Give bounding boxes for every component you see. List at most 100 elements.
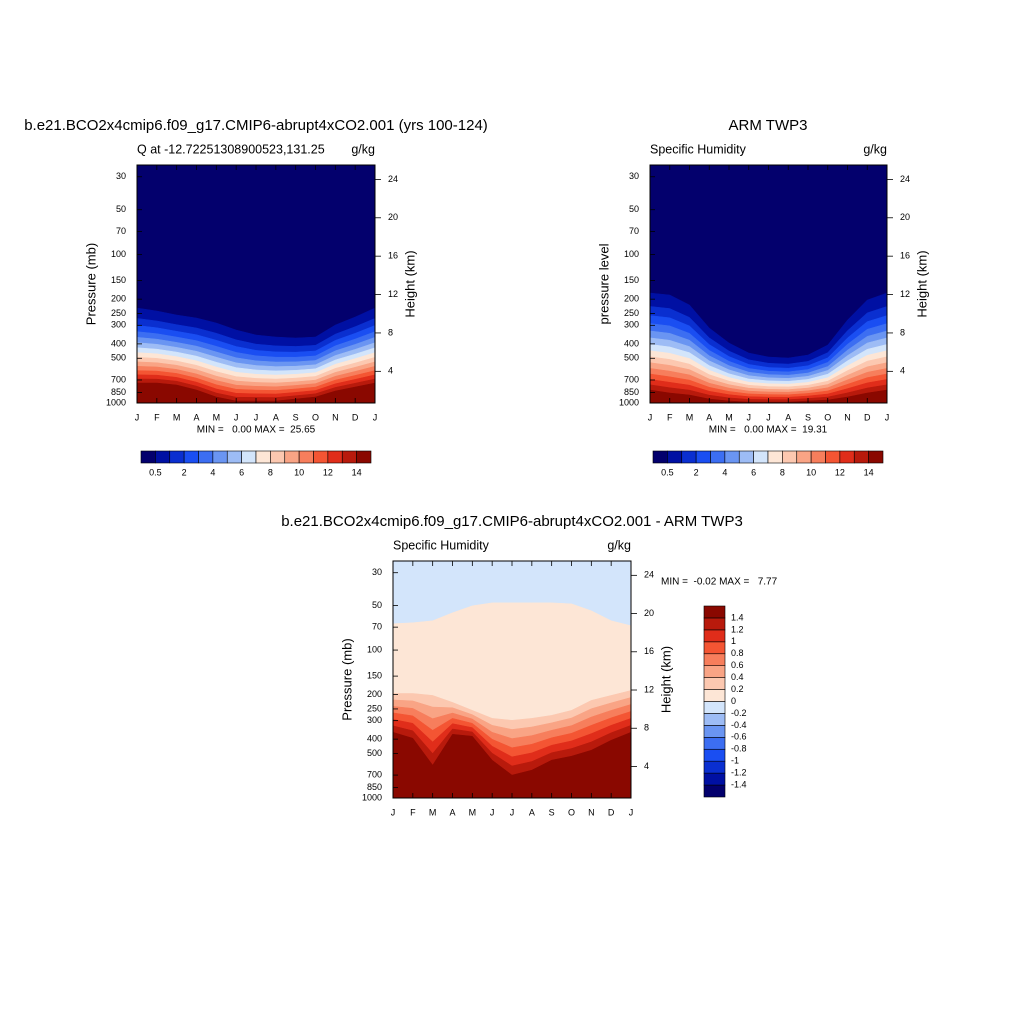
x-tick-label: J [648,412,653,422]
y2-axis-label: Height (km) [402,250,417,317]
colorbar-label: 8 [780,467,785,477]
x-tick-label: M [725,412,733,422]
colorbar-label: -1.2 [731,768,747,778]
y-tick-label: 400 [367,734,382,744]
colorbar-label: 0.5 [149,467,162,477]
x-tick-label: M [213,412,221,422]
x-tick-label: D [352,412,359,422]
colorbar-label: 0.8 [731,648,744,658]
y-tick-label: 200 [367,689,382,699]
y-tick-label: 100 [111,249,126,259]
colorbar-label: 1.4 [731,612,744,622]
y-tick-label: 1000 [619,397,639,407]
right-string: g/kg [863,142,887,156]
left-string: Specific Humidity [650,142,747,156]
colorbar-box [695,450,711,464]
x-tick-label: S [293,412,299,422]
colorbar-box [703,617,726,631]
colorbar-box [667,450,683,464]
stats: MIN = -0.02 MAX = 7.77 [661,577,778,588]
x-tick-label: J [490,807,495,817]
colorbar-box [212,450,228,464]
x-tick-label: O [312,412,319,422]
colorbar-box [839,450,855,464]
x-tick-label: A [785,412,791,422]
x-tick-label: F [667,412,673,422]
colorbar-label: 0.6 [731,660,744,670]
colorbar-label: 2 [694,467,699,477]
colorbar-box [198,450,214,464]
x-tick-label: D [864,412,871,422]
colorbar-box [155,450,171,464]
colorbar-box [140,450,156,464]
x-tick-label: O [568,807,575,817]
colorbar-label: -1.4 [731,779,747,789]
x-tick-label: J [747,412,752,422]
contour-band [393,732,631,798]
y-tick-label: 500 [624,353,639,363]
x-tick-label: M [429,807,437,817]
y-tick-label: 30 [116,171,126,181]
y2-tick-label: 16 [644,646,654,656]
y-tick-label: 50 [372,600,382,610]
x-tick-label: O [824,412,831,422]
colorbar-box [313,450,329,464]
colorbar-label: 0 [731,696,736,706]
y-axis-label: Pressure (mb) [83,243,98,325]
colorbar-box [356,450,372,464]
colorbar-box [703,689,726,702]
y-tick-label: 50 [116,204,126,214]
left-string: Q at -12.72251308900523,131.25 [137,142,325,156]
colorbar-label: 12 [835,467,845,477]
y2-tick-label: 8 [388,327,393,337]
y-tick-label: 200 [111,294,126,304]
y-tick-label: 70 [372,622,382,632]
colorbar-box [703,653,726,666]
y2-tick-label: 8 [900,327,905,337]
y-tick-label: 850 [111,387,126,397]
colorbar-label: 1 [731,636,736,646]
colorbar-box [298,450,314,464]
y2-tick-label: 24 [900,174,910,184]
colorbar-label: 12 [323,467,333,477]
y2-tick-label: 16 [388,251,398,261]
y2-axis-label: Height (km) [914,250,929,317]
y-tick-label: 70 [116,226,126,236]
colorbar-label: -1 [731,756,739,766]
y-tick-label: 700 [111,374,126,384]
colorbar-label: 10 [294,467,304,477]
colorbar-box [652,450,668,464]
x-tick-label: J [391,807,396,817]
y2-tick-label: 4 [644,761,649,771]
x-tick-label: A [273,412,279,422]
contour-field [393,561,631,798]
colorbar-label: 1.2 [731,624,744,634]
y-tick-label: 300 [624,320,639,330]
colorbar-box [255,450,271,464]
colorbar-box [853,450,869,464]
colorbar-box [796,450,812,464]
colorbar-box [241,450,257,464]
colorbar-box [327,450,343,464]
colorbar-box [703,760,726,774]
x-tick-label: A [529,807,535,817]
x-tick-label: N [588,807,595,817]
panel-title: b.e21.BCO2x4cmip6.f09_g17.CMIP6-abrupt4x… [281,513,743,530]
colorbar-label: 0.5 [661,467,674,477]
colorbar-box [738,450,754,464]
y2-tick-label: 20 [900,212,910,222]
y2-tick-label: 12 [388,289,398,299]
x-tick-label: J [629,807,634,817]
y2-tick-label: 4 [388,366,393,376]
y2-tick-label: 8 [644,723,649,733]
colorbar-box [270,450,286,464]
contour-field [137,165,375,403]
contour-field [650,165,887,403]
y-tick-label: 30 [629,171,639,181]
colorbar-box [284,450,300,464]
colorbar-label: -0.6 [731,732,747,742]
colorbar-box [681,450,697,464]
x-tick-label: M [173,412,181,422]
colorbar-box [703,772,726,786]
